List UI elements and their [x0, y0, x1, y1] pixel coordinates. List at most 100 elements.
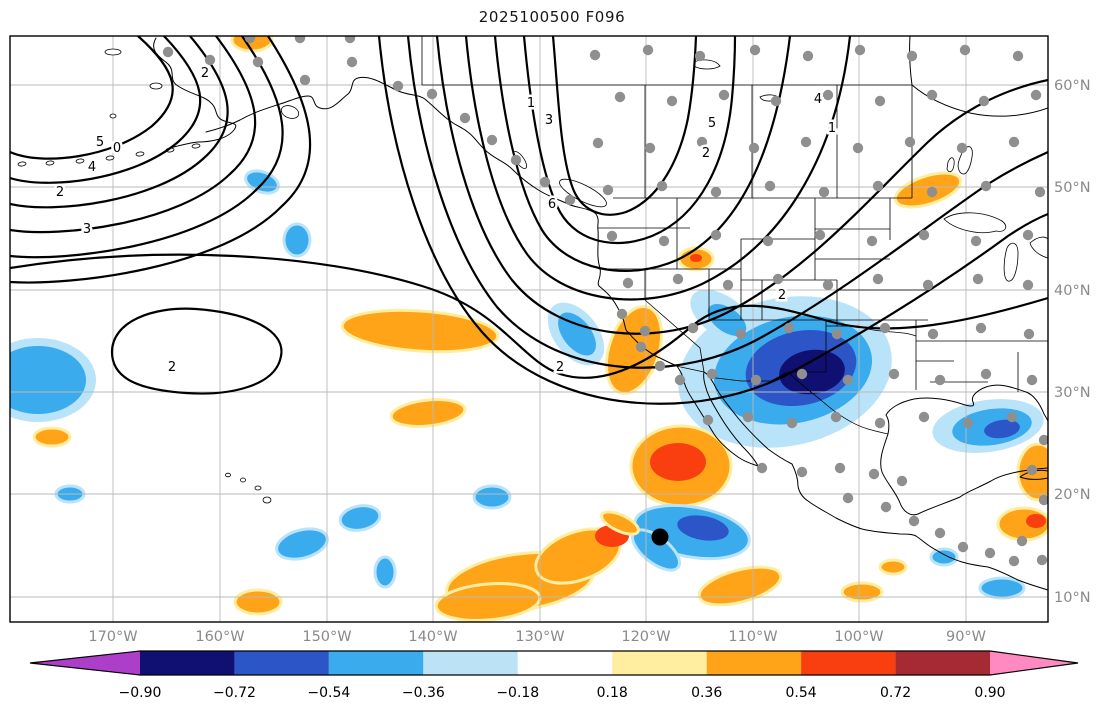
state-border-path — [675, 365, 705, 373]
station-dot — [888, 368, 900, 380]
contour-label: 4 — [814, 92, 822, 107]
contour-label: 2 — [556, 360, 564, 375]
anomaly-region — [984, 419, 1020, 439]
anomaly-region — [650, 443, 706, 481]
station-dot — [748, 142, 760, 154]
contour-line — [10, 36, 312, 284]
contour-line — [522, 36, 737, 244]
station-dot — [978, 95, 990, 107]
island-outline — [109, 113, 117, 119]
anomaly-region — [1016, 442, 1048, 502]
state-border-path — [787, 371, 889, 435]
anomaly-region — [340, 308, 500, 354]
colorbar-segment — [328, 651, 424, 675]
contour-line — [464, 36, 852, 301]
lake-outline — [1029, 236, 1048, 259]
contour-label: 4 — [88, 160, 96, 175]
station-dot — [1006, 411, 1018, 423]
station-dot — [783, 322, 795, 334]
station-dot — [616, 308, 628, 320]
station-dot — [822, 89, 834, 101]
lat-tick-label: 50°N — [1054, 180, 1091, 196]
colorbar-tick-label: −0.36 — [402, 685, 445, 701]
station-dot — [1023, 328, 1035, 340]
station-dot — [984, 547, 996, 559]
island-outline — [45, 160, 55, 166]
anomaly-region — [233, 588, 283, 616]
station-dot — [644, 142, 656, 154]
station-dot — [879, 322, 891, 334]
station-dot — [539, 176, 551, 188]
lon-tick-label: 90°W — [946, 629, 986, 645]
station-dot — [972, 273, 984, 285]
colorbar-tick-label: 0.90 — [974, 685, 1005, 701]
colorbar-tick-label: 0.54 — [786, 685, 817, 701]
station-dot — [1012, 50, 1024, 62]
anomaly-region — [878, 558, 908, 576]
station-dot — [1034, 186, 1046, 198]
station-dot — [706, 368, 718, 380]
station-dot — [694, 50, 706, 62]
colorbar-arrow-right — [990, 651, 1078, 675]
anomaly-region — [1026, 514, 1046, 528]
anomaly-region — [389, 398, 467, 428]
colorbar-tick-label: 0.36 — [691, 685, 722, 701]
station-dot — [842, 374, 854, 386]
contour-line — [10, 36, 202, 184]
lon-tick-label: 120°W — [621, 629, 670, 645]
station-dot — [564, 194, 576, 206]
latitude-tick-labels: 60°N 50°N 40°N 30°N 20°N 10°N — [1054, 78, 1091, 606]
station-dot — [874, 417, 886, 429]
station-dot — [756, 462, 768, 474]
station-dot — [908, 515, 920, 527]
station-dot — [800, 136, 812, 148]
station-dot — [764, 180, 776, 192]
station-dot — [1008, 555, 1020, 567]
contour-label: 6 — [548, 197, 556, 212]
contour-line — [10, 36, 229, 209]
island-outline — [225, 472, 231, 478]
station-dot — [822, 279, 834, 291]
station-dot — [796, 466, 808, 478]
island-outline — [240, 477, 246, 483]
colorbar-segment — [140, 651, 235, 675]
station-dot — [666, 95, 678, 107]
station-dot — [802, 50, 814, 62]
lat-tick-label: 30°N — [1054, 385, 1091, 401]
colorbar-tick-label: −0.72 — [213, 685, 256, 701]
station-dot — [906, 50, 918, 62]
station-dot — [294, 36, 306, 44]
anomaly-region — [558, 312, 596, 356]
colorbar-tick-label: 0.18 — [597, 685, 628, 701]
station-dot — [299, 74, 311, 86]
station-dot — [959, 44, 971, 56]
lat-tick-label: 10°N — [1054, 590, 1091, 606]
lon-tick-label: 150°W — [302, 629, 351, 645]
station-dot — [796, 368, 808, 380]
station-dot — [1038, 434, 1048, 446]
contour-label: 3 — [545, 113, 553, 128]
contour-label: 5 — [96, 135, 104, 150]
coastline-path — [153, 37, 237, 149]
station-dot — [980, 368, 992, 380]
lon-tick-label: 100°W — [834, 629, 883, 645]
anomaly-region — [472, 484, 512, 510]
station-dot — [772, 273, 784, 285]
station-dot — [1026, 464, 1038, 476]
anomaly-region — [978, 576, 1026, 600]
station-dot — [830, 411, 842, 423]
station-dot — [872, 180, 884, 192]
anomaly-region — [10, 346, 86, 414]
island-outline — [262, 496, 272, 504]
station-dot — [589, 49, 601, 61]
station-dot — [1026, 374, 1038, 386]
anomaly-region — [929, 547, 959, 567]
coastline-path — [909, 36, 1048, 117]
lake-outline — [946, 157, 955, 173]
colorbar-arrow-left — [30, 651, 140, 675]
station-dot — [896, 475, 908, 487]
island-outline — [104, 48, 122, 56]
lon-tick-label: 140°W — [408, 629, 457, 645]
plot-border — [9, 35, 1049, 623]
station-dot — [656, 180, 668, 192]
